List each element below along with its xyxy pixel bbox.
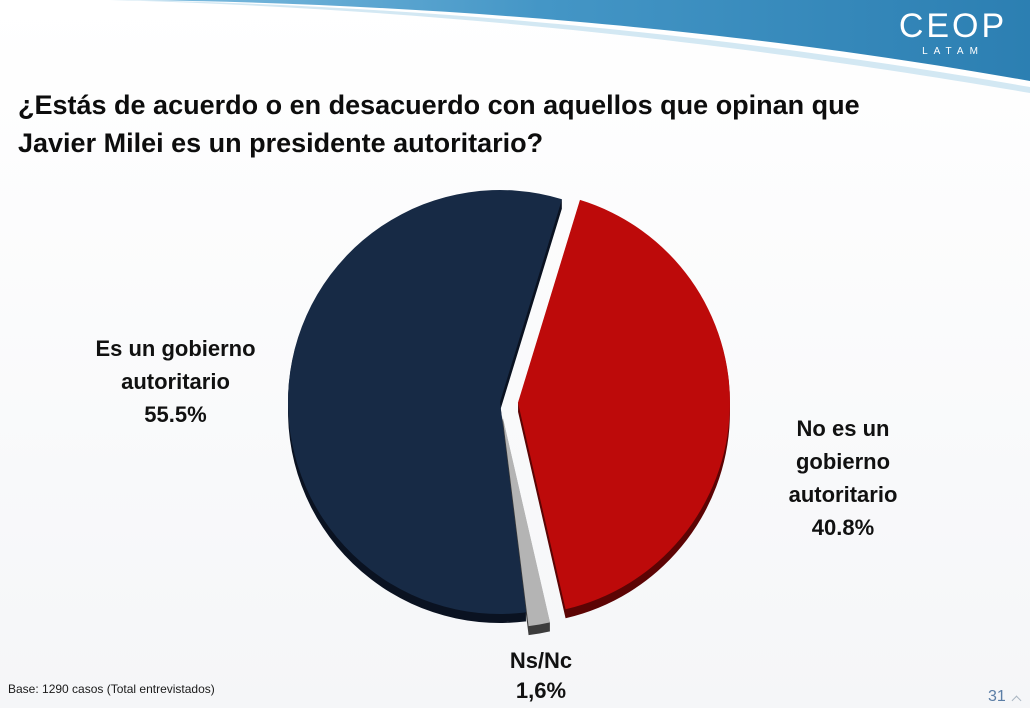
label-ns-nc: Ns/Nc 1,6% <box>481 646 601 706</box>
pie-slice-ns-nc <box>502 415 551 627</box>
label-autoritario: Es un gobierno autoritario 55.5% <box>88 332 263 431</box>
ceop-logo: CEOP LATAM <box>896 6 1010 58</box>
pie-slice-autoritario <box>288 189 562 614</box>
page-number: 31 <box>988 688 1006 705</box>
label-autoritario-value: 55.5% <box>144 402 207 427</box>
label-ns-nc-name: Ns/Nc <box>509 648 573 673</box>
base-note: Base: 1290 casos (Total entrevistados) <box>8 682 215 696</box>
logo-subtitle: LATAM <box>922 46 984 57</box>
logo-name: CEOP <box>898 7 1008 45</box>
header-band-fill <box>140 0 1030 81</box>
label-autoritario-name: Es un gobierno autoritario <box>95 336 256 394</box>
label-no-autoritario-name: No es un gobierno autoritario <box>788 416 898 507</box>
chart-title: ¿Estás de acuerdo o en desacuerdo con aq… <box>18 90 860 158</box>
pie-slice-no-autoritario <box>517 199 730 610</box>
label-ns-nc-value: 1,6% <box>515 678 567 703</box>
label-no-autoritario-value: 40.8% <box>811 515 875 540</box>
label-no-autoritario: No es un gobierno autoritario 40.8% <box>778 412 908 544</box>
header-band <box>110 0 1030 93</box>
